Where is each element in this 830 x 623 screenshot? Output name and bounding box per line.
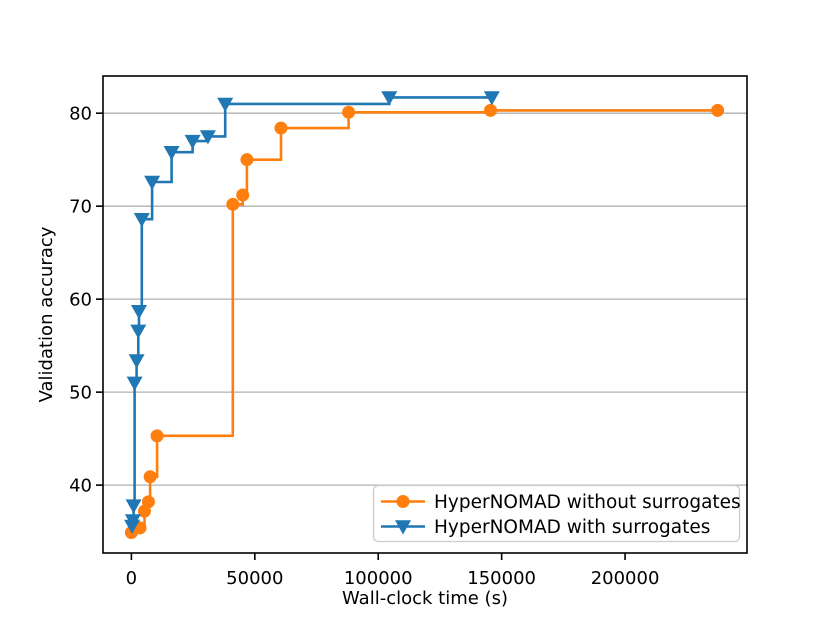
data-point-marker [184, 134, 201, 150]
data-point-marker [144, 175, 161, 190]
y-tick-label: 70 [69, 197, 92, 218]
data-point-marker [381, 91, 398, 106]
y-axis-label: Validation accuracy [36, 226, 57, 402]
legend-marker-triangle [395, 520, 411, 535]
data-point-marker [342, 105, 356, 119]
data-point-marker [124, 514, 141, 529]
y-tick-label: 60 [69, 290, 92, 311]
data-point-marker [711, 103, 725, 117]
axes-background [103, 76, 747, 553]
data-point-marker [150, 429, 164, 443]
x-tick-label: 100000 [344, 568, 413, 589]
legend-label: HyperNOMAD with surrogates [434, 517, 710, 538]
data-point-marker [217, 97, 234, 112]
data-point-marker [199, 130, 216, 145]
x-axis-label: Wall-clock time (s) [342, 588, 508, 609]
y-axis: 40 50 60 70 80 [69, 104, 103, 497]
x-tick-label: 50000 [226, 568, 283, 589]
axes-spines [102, 75, 748, 554]
data-point-marker [141, 495, 155, 509]
y-tick-label: 50 [69, 383, 92, 404]
legend-marker-circle [396, 495, 410, 508]
data-point-marker [131, 305, 147, 320]
data-point-marker [125, 499, 142, 514]
y-tick-label: 80 [69, 104, 92, 125]
y-tick-label: 40 [69, 476, 92, 497]
data-point-marker [484, 103, 498, 117]
data-point-marker [483, 91, 500, 106]
data-point-marker [226, 197, 240, 211]
data-point-marker [128, 354, 145, 369]
data-point-marker [133, 213, 150, 228]
data-point-marker [130, 324, 147, 339]
legend-frame [372, 484, 741, 543]
x-tick-label: 200000 [591, 568, 660, 589]
data-point-marker [126, 376, 143, 391]
x-tick-label: 150000 [467, 568, 536, 589]
data-point-marker [143, 470, 157, 484]
legend: HyperNOMAD without surrogates HyperNOMAD … [372, 484, 741, 543]
series-with-surrogates [124, 91, 500, 534]
data-point-marker [236, 188, 250, 202]
data-point-marker [163, 146, 180, 161]
x-axis: 0 50000 100000 150000 200000 [126, 553, 660, 589]
x-tick-label: 0 [126, 568, 137, 589]
data-point-marker [240, 153, 254, 167]
data-point-marker [274, 121, 288, 135]
legend-label: HyperNOMAD without surrogates [434, 492, 741, 513]
